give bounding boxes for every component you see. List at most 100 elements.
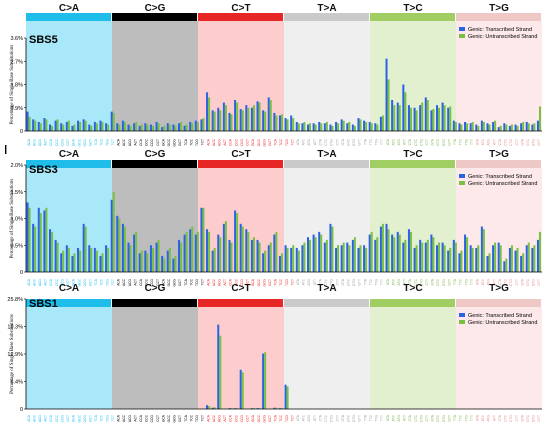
bar-transcribed-61 [368,121,371,131]
bar-untranscribed-77 [460,124,463,131]
bar-transcribed-1 [32,223,35,272]
bar-untranscribed-35 [224,221,227,272]
bar-untranscribed-32 [208,97,211,131]
context-label-68: CTA [408,278,412,285]
bar-transcribed-44 [273,407,276,409]
context-label-6: CCG [60,279,64,287]
context-label-11: GCT [89,415,93,422]
bar-untranscribed-81 [482,229,485,272]
context-label-46: TCG [285,139,289,146]
context-label-41: GCC [257,414,261,422]
context-label-36: CCA [229,138,233,146]
context-label-37: CCC [234,278,238,286]
context-label-36: CCA [229,414,233,422]
header-label-CtoT: C>T [231,283,250,294]
context-label-41: GCC [257,138,261,146]
bar-untranscribed-78 [466,123,469,131]
legend-label-untranscribed: Genic: Untranscribed Strand [468,181,537,187]
bar-untranscribed-68 [409,107,412,131]
background-TtoA [284,307,370,409]
bar-untranscribed-43 [269,100,272,131]
context-label-51: ATT [313,279,317,285]
background-TtoC [370,307,456,409]
context-label-55: CTT [335,139,339,145]
bar-untranscribed-70 [421,242,424,272]
context-label-40: GCA [251,138,255,146]
bar-untranscribed-1 [34,226,37,273]
context-label-13: TCC [100,138,104,145]
bar-transcribed-84 [497,242,500,272]
bar-transcribed-63 [379,116,382,131]
context-label-38: CCG [240,279,244,287]
context-label-89: GTC [526,138,530,146]
context-label-25: GCC [167,414,171,422]
bar-transcribed-28 [183,125,186,131]
bar-untranscribed-54 [331,125,334,131]
context-label-37: CCC [234,414,238,422]
header-label-CtoA: C>A [59,283,79,294]
context-label-43: GCT [268,139,272,146]
bar-transcribed-69 [413,107,416,131]
bar-untranscribed-46 [286,247,289,272]
bar-transcribed-82 [486,255,489,272]
bar-untranscribed-34 [219,110,222,131]
bar-transcribed-58 [351,239,354,272]
bar-untranscribed-55 [337,123,340,131]
bar-transcribed-34 [217,324,220,409]
bar-untranscribed-39 [247,231,250,273]
header-bar-CtoT [198,160,283,168]
context-label-12: TCA [94,278,98,285]
context-label-54: CTG [330,279,334,286]
context-label-20: CCA [139,138,143,146]
context-label-17: ACC [122,138,126,146]
bar-untranscribed-87 [516,125,519,131]
context-label-31: TCT [201,279,205,285]
bar-untranscribed-13 [101,253,104,272]
context-label-56: GTA [341,278,345,285]
context-label-75: GTT [447,415,451,422]
panel-title: SBS3 [29,164,58,176]
header-bar-TtoA [284,299,369,307]
bar-transcribed-50 [307,124,310,131]
bar-untranscribed-51 [314,237,317,272]
background-TtoG [456,21,542,131]
header-bar-TtoC [370,160,455,168]
header-label-TtoC: T>C [403,3,422,14]
bar-untranscribed-25 [168,124,171,131]
bar-untranscribed-15 [112,112,115,131]
context-label-0: ACA [27,138,31,146]
bar-untranscribed-84 [499,125,502,131]
context-label-72: GTA [431,414,435,421]
header-bar-CtoG [112,160,197,168]
bar-untranscribed-32 [208,406,211,409]
context-label-48: ATA [296,138,300,145]
bar-transcribed-40 [250,107,253,131]
bar-untranscribed-23 [157,123,160,131]
bar-transcribed-64 [385,223,388,272]
bar-transcribed-57 [346,242,349,272]
context-label-33: ACC [212,138,216,146]
context-label-15: TCT [111,279,115,285]
context-label-42: GCG [262,279,266,287]
bar-untranscribed-53 [325,239,328,272]
bar-transcribed-81 [480,226,483,273]
context-label-23: CCT [156,139,160,146]
bar-untranscribed-47 [292,118,295,131]
bar-untranscribed-57 [348,121,351,131]
y-tick-label: 0 [20,407,23,413]
bar-untranscribed-91 [538,106,541,131]
context-label-58: GTG [352,279,356,287]
bar-transcribed-36 [228,239,231,272]
bar-transcribed-49 [301,245,304,272]
context-label-54: CTG [330,415,334,422]
bar-untranscribed-6 [62,250,65,272]
bar-untranscribed-3 [45,119,48,132]
bar-transcribed-66 [396,231,399,273]
bar-transcribed-47 [290,115,293,131]
bar-untranscribed-47 [292,245,295,272]
bar-untranscribed-7 [67,247,70,272]
context-label-89: GTC [526,414,530,422]
panel-sbs3: C>A C>G C>T T>A T>C T>G 0 0.5% 1.0% 1.5% 2.0% Perce… [10,149,542,287]
bar-untranscribed-64 [387,79,390,131]
context-label-72: GTA [431,278,435,285]
